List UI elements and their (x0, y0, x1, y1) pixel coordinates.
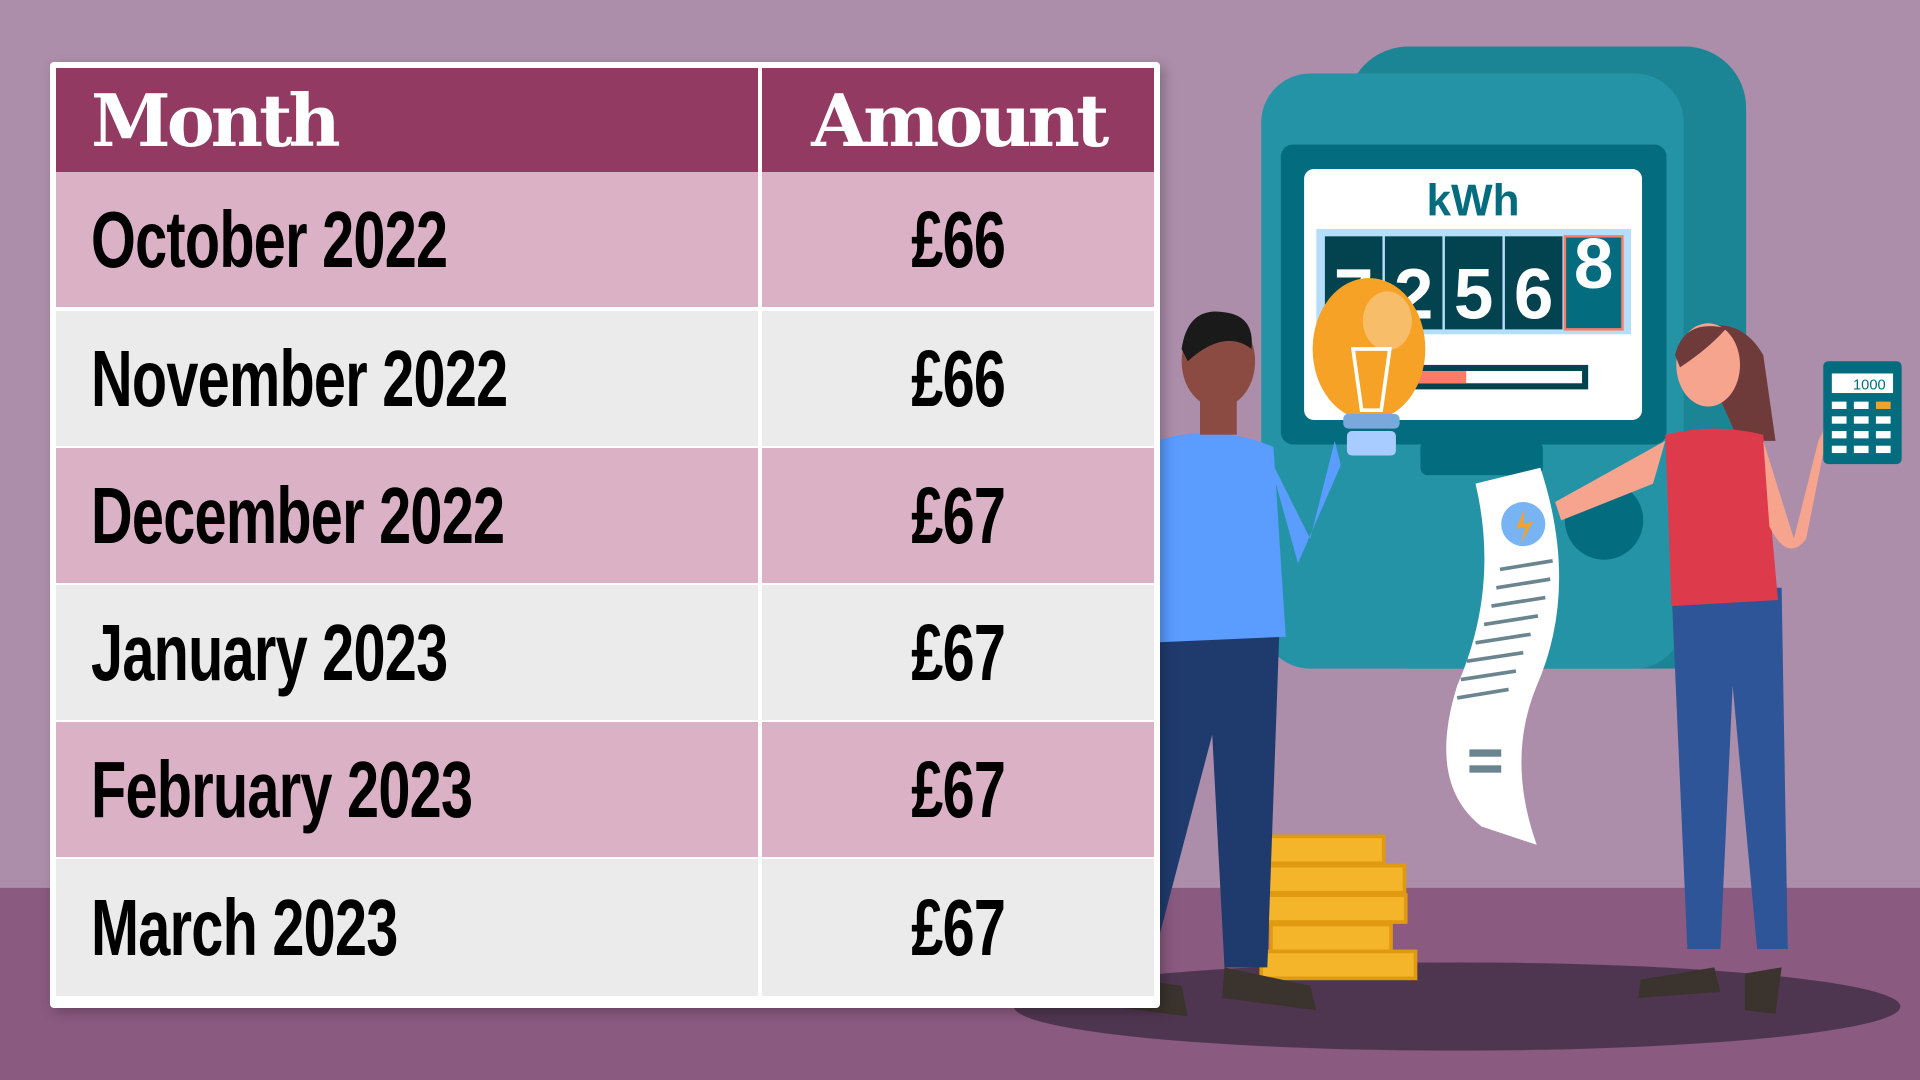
amount-cell: £66 (762, 172, 1154, 307)
amount-cell: £66 (762, 311, 1154, 446)
amount-text: £67 (911, 607, 1006, 697)
meter-unit: kWh (1427, 177, 1520, 226)
month-text: February 2023 (91, 744, 473, 834)
amount-cell: £67 (762, 585, 1154, 720)
month-cell: March 2023 (56, 859, 759, 996)
amount-text: £66 (911, 333, 1006, 423)
table-row: January 2023 £67 (56, 585, 1154, 720)
month-text: March 2023 (91, 882, 398, 972)
table-header: Month Amount (56, 68, 1154, 172)
table-row: October 2022 £66 (56, 172, 1154, 307)
meter-digit-box (1444, 236, 1503, 330)
table-row: November 2022 £66 (56, 311, 1154, 446)
meter-digit-box (1563, 235, 1624, 331)
bill-receipt-icon (1446, 467, 1560, 845)
table-row: December 2022 £67 (56, 448, 1154, 583)
month-text: November 2022 (91, 333, 508, 423)
light-bulb-icon (1312, 277, 1426, 456)
month-cell: February 2023 (56, 722, 759, 857)
amount-text: £67 (911, 744, 1006, 834)
calculator-display: 1000 (1853, 377, 1886, 393)
calculator-icon: 1000 (1823, 361, 1902, 465)
month-cell: October 2022 (56, 172, 759, 307)
coin-stack (1259, 834, 1418, 981)
woman-figure (1555, 323, 1831, 1014)
amount-text: £66 (911, 194, 1006, 284)
amount-text: £67 (911, 882, 1006, 972)
meter-digit: 5 (1454, 255, 1494, 334)
month-cell: December 2022 (56, 448, 759, 583)
header-month: Month (56, 68, 759, 172)
month-cell: November 2022 (56, 311, 759, 446)
month-text: December 2022 (91, 470, 505, 560)
amount-cell: £67 (762, 722, 1154, 857)
header-amount: Amount (762, 68, 1154, 172)
meter-digit: 8 (1574, 225, 1614, 304)
month-text: October 2022 (91, 194, 448, 284)
month-cell: January 2023 (56, 585, 759, 720)
table-row: March 2023 £67 (56, 859, 1154, 996)
meter-digit-box (1504, 236, 1563, 330)
month-text: January 2023 (91, 607, 448, 697)
amount-text: £67 (911, 470, 1006, 560)
amount-cell: £67 (762, 448, 1154, 583)
meter-digit: 6 (1514, 255, 1554, 334)
price-table: Month Amount October 2022 £66 November 202… (50, 62, 1160, 1008)
amount-cell: £67 (762, 859, 1154, 996)
table-row: February 2023 £67 (56, 722, 1154, 857)
